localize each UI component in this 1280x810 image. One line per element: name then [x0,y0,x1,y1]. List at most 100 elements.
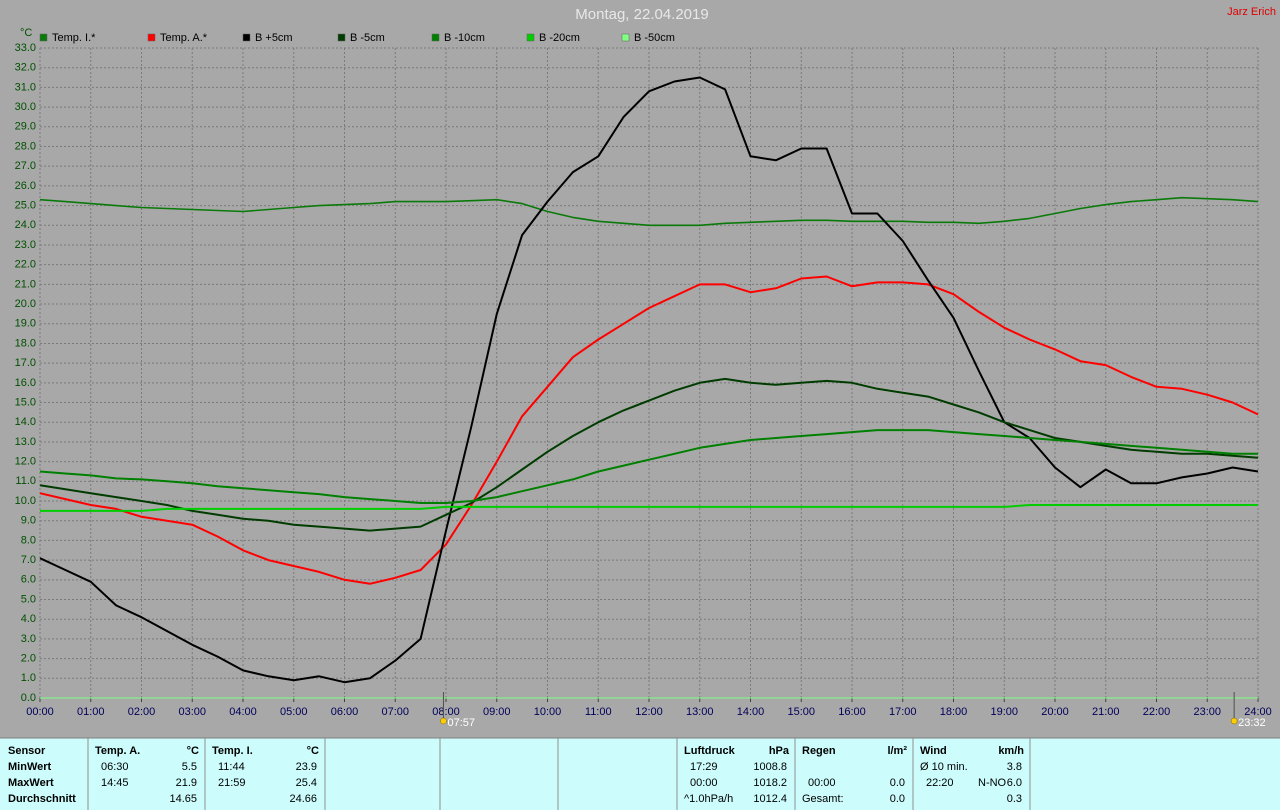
y-tick-label: 32.0 [15,62,36,74]
footer-column-title: Luftdruck [684,745,736,757]
footer-time: 06:30 [101,761,129,773]
footer-time: 21:59 [218,777,246,789]
x-tick-label: 10:00 [534,706,562,718]
x-tick-label: 03:00 [178,706,206,718]
y-tick-label: 0.0 [21,692,36,704]
y-tick-label: 30.0 [15,101,36,113]
y-tick-label: 10.0 [15,495,36,507]
background [0,0,1280,738]
legend-label: B -50cm [634,32,675,44]
footer-background [0,738,1280,810]
x-tick-label: 12:00 [635,706,663,718]
x-tick-label: 19:00 [990,706,1018,718]
y-tick-label: 7.0 [21,554,36,566]
footer-value: 1012.4 [753,793,787,805]
y-tick-label: 5.0 [21,593,36,605]
footer-value: 0.0 [890,793,905,805]
footer-value: 0.0 [890,777,905,789]
x-tick-label: 15:00 [787,706,815,718]
y-tick-label: 29.0 [15,121,36,133]
series-line [40,504,1258,512]
y-tick-label: 3.0 [21,633,36,645]
series-line [39,377,1259,532]
legend-swatch [621,33,630,42]
footer-column-unit: km/h [998,745,1024,757]
footer-time: Gesamt: [802,793,844,805]
x-tick-label: 08:00 [432,706,460,718]
y-tick-label: 33.0 [15,42,36,54]
marker-label: 07:57 [447,717,475,729]
author: Jarz Erich [1227,6,1276,18]
x-tick-label: 07:00 [381,706,409,718]
footer-time: Ø 10 min. [920,761,968,773]
y-tick-label: 31.0 [15,81,36,93]
y-tick-label: 4.0 [21,613,36,625]
footer-column-title: Temp. A. [95,745,140,757]
footer-column-unit: °C [187,745,199,757]
footer-value: 25.4 [296,777,317,789]
footer-time: 17:29 [690,761,718,773]
x-tick-label: 04:00 [229,706,257,718]
y-tick-label: 16.0 [15,377,36,389]
x-tick-label: 14:00 [737,706,765,718]
y-tick-label: 25.0 [15,199,36,211]
x-tick-label: 24:00 [1244,706,1272,718]
x-tick-label: 00:00 [26,706,54,718]
sun-icon [1230,717,1238,725]
x-tick-label: 01:00 [77,706,105,718]
footer-column-unit: °C [307,745,319,757]
footer-value: 21.9 [176,777,197,789]
footer-value: 23.9 [296,761,317,773]
footer-value: 6.0 [1007,777,1022,789]
x-tick-label: 18:00 [940,706,968,718]
y-tick-label: 2.0 [21,653,36,665]
y-tick-label: 8.0 [21,534,36,546]
footer-time: 00:00 [808,777,836,789]
y-tick-label: 21.0 [15,278,36,290]
footer-time: 22:20 [926,777,954,789]
footer-value: 24.66 [289,793,317,805]
x-tick-label: 05:00 [280,706,308,718]
x-tick-label: 09:00 [483,706,511,718]
x-tick-label: 13:00 [686,706,714,718]
y-tick-label: 1.0 [21,672,36,684]
chart-title: Montag, 22.04.2019 [575,6,708,23]
x-tick-label: 16:00 [838,706,866,718]
y-tick-label: 14.0 [15,416,36,428]
y-tick-label: 18.0 [15,337,36,349]
footer-column-title: Regen [802,745,836,757]
footer-row-label: Durchschnitt [8,793,76,805]
y-tick-label: 26.0 [15,180,36,192]
footer-column-title: Wind [920,745,947,757]
x-tick-label: 17:00 [889,706,917,718]
series-line [39,76,1259,684]
legend-swatch [242,33,251,42]
legend-label: B -10cm [444,32,485,44]
y-tick-label: 22.0 [15,259,36,271]
y-tick-label: 13.0 [15,436,36,448]
x-tick-label: 11:00 [585,706,612,718]
y-tick-label: 11.0 [15,475,36,487]
x-tick-label: 21:00 [1092,706,1120,718]
legend-swatch [147,33,156,42]
footer-value: 0.3 [1007,793,1022,805]
footer-column-title: Temp. I. [212,745,253,757]
y-tick-label: 6.0 [21,574,36,586]
y-tick-label: 15.0 [15,396,36,408]
footer-value: 1018.2 [753,777,787,789]
legend-label: Temp. I.* [52,32,96,44]
footer-header: Sensor [8,745,46,757]
y-tick-label: 27.0 [15,160,36,172]
footer-time: ^1.0hPa/h [684,793,733,805]
footer-row-label: MinWert [8,761,52,773]
y-tick-label: 17.0 [15,357,36,369]
footer-value: 1008.8 [753,761,787,773]
y-tick-label: 28.0 [15,140,36,152]
y-tick-label: 20.0 [15,298,36,310]
legend-swatch [526,33,535,42]
legend-label: Temp. A.* [160,32,208,44]
sun-icon [440,717,447,725]
legend-swatch [39,33,48,42]
footer-row-label: MaxWert [8,777,54,789]
